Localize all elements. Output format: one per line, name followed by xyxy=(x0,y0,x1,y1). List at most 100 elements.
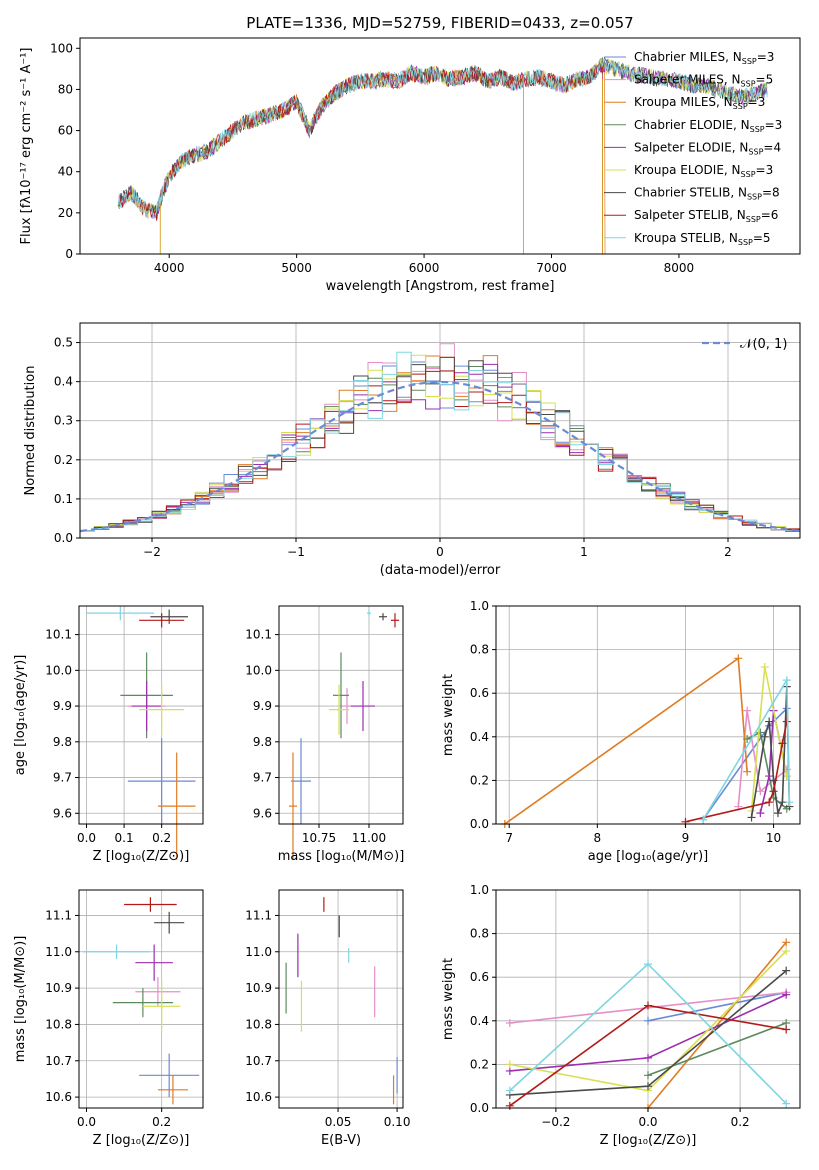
y-tick-label: 0.0 xyxy=(54,531,73,545)
mass-z-frame xyxy=(78,889,204,1109)
y-tick-label: 0.3 xyxy=(54,414,73,428)
x-axis-label: wavelength [Angstrom, rest frame] xyxy=(326,279,555,294)
y-tick-label: 0 xyxy=(65,247,73,261)
weight-point xyxy=(760,732,769,741)
weight-point xyxy=(743,767,752,776)
legend-nssp: =5 xyxy=(753,231,771,245)
weight-point xyxy=(756,728,765,737)
weight-point xyxy=(782,938,791,947)
legend-nssp: =6 xyxy=(761,208,779,222)
y-tick-label: 9.6 xyxy=(253,806,272,820)
weight-point xyxy=(743,706,752,715)
spectrum-frame xyxy=(79,37,801,255)
mass-ebv-panel: 0.05 0.10 10.6 10.7 10.8 10.9 11.0 11.1 E(B-V) xyxy=(245,889,411,1148)
legend-entry: Salpeter MILES, NSSP=5 xyxy=(634,73,773,89)
y-tick-label: 11.0 xyxy=(245,945,272,959)
legend-nssp: =3 xyxy=(757,50,775,64)
legend-subscript: SSP xyxy=(747,193,762,202)
x-tick-label: 8 xyxy=(594,831,602,845)
y-tick-label: 10.1 xyxy=(245,628,272,642)
weight-point xyxy=(773,809,782,818)
y-tick-label: 9.8 xyxy=(253,735,272,749)
weight-point xyxy=(505,1018,514,1027)
legend-nssp: =3 xyxy=(765,118,783,132)
x-tick-label: 7 xyxy=(505,831,513,845)
legend-entry: Chabrier STELIB, NSSP=8 xyxy=(634,186,780,202)
weight-point xyxy=(765,798,774,807)
weight-point xyxy=(769,787,778,796)
y-tick-label: 0.6 xyxy=(470,970,489,984)
y-tick-label: 0.1 xyxy=(54,492,73,506)
weight-point xyxy=(644,1082,652,1091)
x-axis-label: Z [log₁₀(Z/Z⊙)] xyxy=(93,1133,190,1148)
x-tick-label: 0.2 xyxy=(731,1115,750,1129)
y-tick-label: 11.0 xyxy=(45,945,72,959)
weight-point xyxy=(505,1086,514,1095)
mass-ebv-frame xyxy=(278,889,404,1109)
x-tick-label: −1 xyxy=(287,545,305,559)
x-tick-label: 6000 xyxy=(409,261,440,275)
residual-legend: 𝒩(0, 1) xyxy=(702,337,787,352)
y-tick-label: 1.0 xyxy=(470,883,489,897)
weight-point xyxy=(644,1001,652,1010)
legend-entry: Chabrier MILES, NSSP=3 xyxy=(634,50,774,66)
x-tick-label: 0.05 xyxy=(325,1115,352,1129)
age-z-frame xyxy=(78,605,204,825)
y-tick-label: 0.0 xyxy=(470,1101,489,1115)
y-tick-label: 9.6 xyxy=(53,806,72,820)
weight-point xyxy=(747,813,756,822)
weight-point xyxy=(699,815,708,824)
legend-nssp: =3 xyxy=(748,95,766,109)
weight-point xyxy=(743,734,752,743)
y-tick-label: 10.0 xyxy=(45,663,72,677)
weight-line xyxy=(750,686,791,818)
x-axis-label: age [log₁₀(age/yr)] xyxy=(588,849,709,864)
weight-line xyxy=(504,656,748,825)
y-tick-label: 0.0 xyxy=(470,817,489,831)
y-tick-label: 0.2 xyxy=(54,453,73,467)
weight-point xyxy=(782,717,791,726)
spectrum-legend: Chabrier MILES, NSSP=3 Salpeter MILES, NS… xyxy=(604,50,782,247)
x-axis-label: Z [log₁₀(Z/Z⊙)] xyxy=(93,849,190,864)
y-axis-label: age [log₁₀(age/yr)] xyxy=(13,655,28,776)
x-tick-label: 0.10 xyxy=(384,1115,411,1129)
y-tick-label: 1.0 xyxy=(470,599,489,613)
legend-nssp: =3 xyxy=(756,163,774,177)
x-axis-label: Z [log₁₀(Z/Z⊙)] xyxy=(600,1133,697,1148)
y-tick-label: 10.7 xyxy=(245,1054,272,1068)
legend-subscript: SSP xyxy=(733,102,748,111)
y-tick-label: 0.8 xyxy=(470,643,489,657)
spectrum-line xyxy=(117,57,768,220)
legend-subscript: SSP xyxy=(741,170,756,179)
legend-entry: Chabrier ELODIE, NSSP=3 xyxy=(634,118,782,134)
legend-subscript: SSP xyxy=(750,125,765,134)
weight-point xyxy=(505,1060,514,1069)
weight-point xyxy=(778,739,787,748)
weight-point xyxy=(782,947,791,956)
weight-point xyxy=(782,1025,791,1034)
y-tick-label: 0.6 xyxy=(470,686,489,700)
normal-legend-label: 𝒩(0, 1) xyxy=(740,337,787,352)
residual-panel: −2 −1 0 1 2 0.0 0.1 0.2 0.3 0.4 0.5 (data-model)/er… xyxy=(23,322,801,578)
weight-point xyxy=(782,676,791,685)
x-tick-label: 11.00 xyxy=(352,831,386,845)
legend-subscript: SSP xyxy=(746,215,761,224)
y-tick-label: 40 xyxy=(58,165,73,179)
weight-point xyxy=(734,654,743,663)
y-tick-label: 10.9 xyxy=(245,981,272,995)
weight-point xyxy=(760,663,769,672)
y-axis-label: Flux [fλ10⁻¹⁷ erg cm⁻² s⁻¹ A⁻¹] xyxy=(19,48,34,245)
y-tick-label: 0.2 xyxy=(470,773,489,787)
x-tick-label: 5000 xyxy=(281,261,312,275)
x-axis-label: mass [log₁₀(M/M⊙)] xyxy=(278,849,405,864)
legend-subscript: SSP xyxy=(738,238,753,247)
legend-subscript: SSP xyxy=(741,80,756,89)
mass-z-panel: 0.0 0.2 10.6 10.7 10.8 10.9 11.0 11.1 Z [log₁₀(Z… xyxy=(13,889,204,1148)
x-tick-label: 10.75 xyxy=(302,831,336,845)
legend-nssp: =8 xyxy=(762,186,780,200)
x-tick-label: 0.2 xyxy=(152,1115,171,1129)
weight-point xyxy=(644,1071,652,1080)
weight-line xyxy=(702,707,788,821)
weight-point xyxy=(644,1053,652,1062)
x-tick-label: 4000 xyxy=(154,261,185,275)
